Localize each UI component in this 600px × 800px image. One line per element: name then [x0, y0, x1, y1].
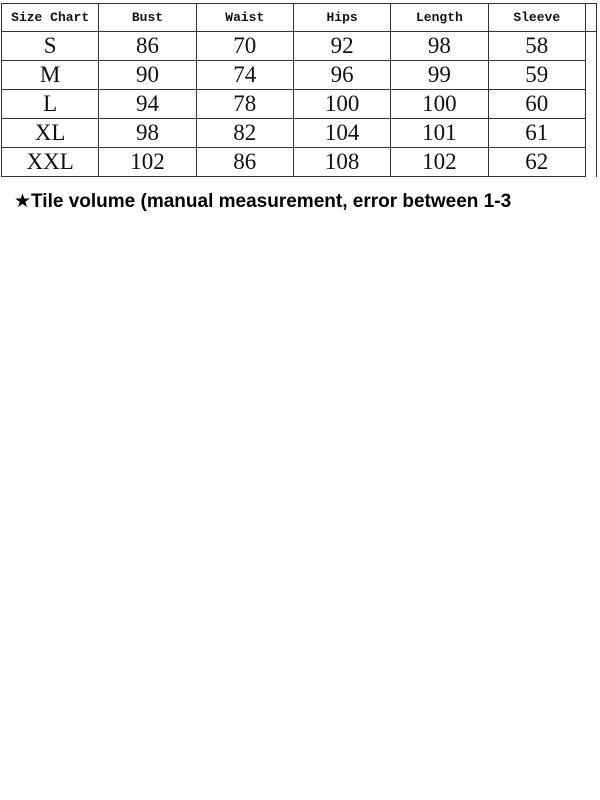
table-row: XL 98 82 104 101 61 [0, 118, 598, 148]
table-cell: L [0, 89, 100, 119]
table-cell: 60 [487, 89, 586, 119]
table-cell: 58 [487, 31, 586, 61]
table-cell: 74 [195, 60, 294, 90]
table-cell: S [0, 31, 100, 61]
table-row: S 86 70 92 98 58 [0, 31, 598, 61]
table-cell: 94 [98, 89, 197, 119]
table-cell-cutoff [584, 60, 598, 90]
table-cell: 92 [292, 31, 392, 61]
table-cell: 108 [292, 147, 392, 177]
table-cell: 102 [390, 147, 489, 177]
table-cell: M [0, 60, 100, 90]
table-cell: 86 [195, 147, 294, 177]
size-chart-table: Size Chart Bust Waist Hips Length Sleeve… [0, 3, 598, 177]
note-text: Tile volume (manual measurement, error b… [31, 191, 512, 212]
table-cell: XXL [0, 147, 100, 177]
table-cell: 70 [195, 31, 294, 61]
star-icon: ★ [14, 191, 32, 212]
table-cell: 101 [390, 118, 489, 148]
header-size: Size Chart [0, 3, 100, 32]
table-cell: 102 [98, 147, 197, 177]
header-waist: Waist [195, 3, 294, 32]
table-cell-cutoff [584, 89, 598, 119]
table-row: M 90 74 96 99 59 [0, 60, 598, 90]
header-length: Length [390, 3, 489, 32]
table-cell: 61 [487, 118, 586, 148]
table-cell-cutoff [584, 31, 598, 61]
table-cell: 62 [487, 147, 586, 177]
header-hips: Hips [292, 3, 392, 32]
table-cell: 100 [390, 89, 489, 119]
header-sleeve: Sleeve [487, 3, 586, 32]
table-cell: 90 [98, 60, 197, 90]
table-cell: 78 [195, 89, 294, 119]
table-cell: XL [0, 118, 100, 148]
table-cell: 99 [390, 60, 489, 90]
table-cell: 100 [292, 89, 392, 119]
header-bust: Bust [98, 3, 197, 32]
table-cell: 98 [390, 31, 489, 61]
table-cell-cutoff [584, 118, 598, 148]
table-row: L 94 78 100 100 60 [0, 89, 598, 119]
table-cell: 96 [292, 60, 392, 90]
table-cell: 82 [195, 118, 294, 148]
table-cell: 59 [487, 60, 586, 90]
table-cell: 104 [292, 118, 392, 148]
measurement-note: ★Tile volume (manual measurement, error … [14, 190, 598, 213]
table-row: XXL 102 86 108 102 62 [0, 147, 598, 177]
header-cutoff [584, 3, 598, 32]
table-cell-cutoff [584, 147, 598, 177]
header-row: Size Chart Bust Waist Hips Length Sleeve [0, 3, 598, 32]
table-cell: 86 [98, 31, 197, 61]
table-cell: 98 [98, 118, 197, 148]
